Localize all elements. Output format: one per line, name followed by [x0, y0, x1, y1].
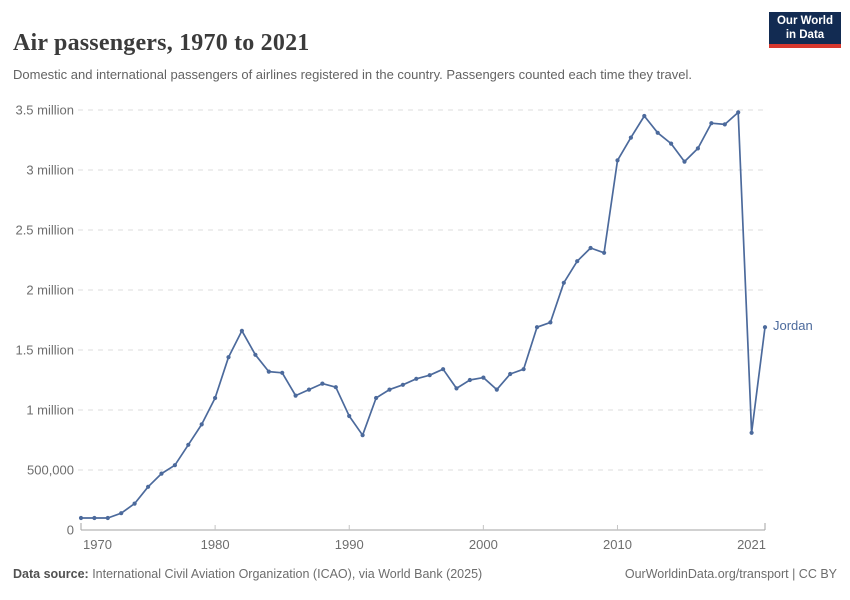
data-source-label: Data source: — [13, 567, 89, 581]
data-point — [320, 381, 325, 386]
data-point — [172, 463, 177, 468]
data-point — [119, 511, 124, 516]
y-axis-tick-label: 2.5 million — [15, 223, 74, 238]
page-title: Air passengers, 1970 to 2021 — [13, 30, 310, 57]
footer-license-link[interactable]: OurWorldinData.org/transport | CC BY — [624, 567, 837, 581]
data-point — [226, 355, 231, 360]
x-axis-tick-label: 1980 — [201, 537, 230, 552]
y-axis-tick-label: 2 million — [26, 283, 74, 298]
data-point — [669, 141, 674, 146]
data-point — [588, 245, 593, 251]
x-axis-tick-label: 1990 — [335, 537, 364, 552]
data-point — [146, 484, 151, 489]
data-point — [105, 515, 110, 521]
data-point — [628, 135, 634, 140]
data-point — [722, 122, 727, 127]
data-point — [508, 371, 513, 377]
data-point — [374, 395, 379, 401]
data-point — [682, 159, 687, 164]
data-point — [467, 377, 472, 383]
data-point — [186, 442, 191, 447]
y-axis-tick-label: 1 million — [26, 403, 74, 418]
data-point — [333, 385, 338, 390]
data-point — [762, 325, 768, 330]
data-point — [253, 352, 258, 357]
data-point — [414, 376, 419, 381]
data-point — [239, 328, 244, 333]
data-point — [360, 433, 365, 438]
data-point — [534, 325, 540, 330]
data-point — [494, 387, 499, 392]
data-point — [199, 422, 204, 427]
data-point — [427, 373, 432, 378]
data-source-text: International Civil Aviation Organizatio… — [88, 567, 483, 581]
x-axis-tick-label: 2021 — [737, 537, 766, 552]
data-point — [749, 430, 754, 435]
x-axis-tick-label: 2010 — [603, 537, 632, 552]
data-point — [78, 515, 84, 521]
data-point — [602, 250, 607, 255]
data-point — [521, 367, 526, 372]
data-point — [441, 367, 446, 372]
data-point — [347, 413, 352, 419]
data-point — [736, 110, 741, 115]
data-point — [575, 259, 580, 264]
owid-logo[interactable]: Our World in Data — [769, 12, 841, 48]
data-point — [709, 121, 714, 126]
chart-footer: Data source: International Civil Aviatio… — [13, 567, 837, 581]
data-point — [213, 395, 218, 401]
data-point — [695, 146, 701, 151]
data-point — [280, 370, 285, 375]
y-axis-tick-label: 0 — [67, 523, 74, 538]
data-point — [454, 386, 459, 391]
data-point — [92, 515, 97, 521]
data-point — [159, 471, 164, 476]
entity-label: Jordan — [773, 318, 813, 334]
y-axis-tick-label: 1.5 million — [15, 343, 74, 358]
data-point — [266, 369, 271, 374]
y-axis-tick-label: 3.5 million — [15, 103, 74, 118]
data-point — [387, 387, 392, 392]
chart-subtitle: Domestic and international passengers of… — [13, 67, 693, 82]
y-axis-tick-label: 3 million — [26, 163, 74, 178]
data-point — [293, 393, 298, 398]
x-axis-tick-label: 2000 — [469, 537, 498, 552]
owid-logo-line1: Our World — [776, 14, 833, 27]
data-point — [132, 501, 137, 506]
data-point — [548, 320, 553, 325]
data-source-note: Data source: International Civil Aviatio… — [13, 567, 482, 581]
data-point — [561, 280, 566, 285]
data-point — [655, 130, 660, 135]
data-point — [306, 387, 312, 392]
data-point — [615, 158, 620, 163]
data-point — [642, 113, 647, 119]
data-point — [481, 375, 486, 380]
y-axis-tick-label: 500,000 — [27, 463, 74, 478]
x-axis-tick-label: 1970 — [83, 537, 112, 552]
owid-logo-line2: in Data — [785, 29, 825, 41]
data-line — [80, 111, 766, 519]
data-point — [400, 382, 405, 387]
